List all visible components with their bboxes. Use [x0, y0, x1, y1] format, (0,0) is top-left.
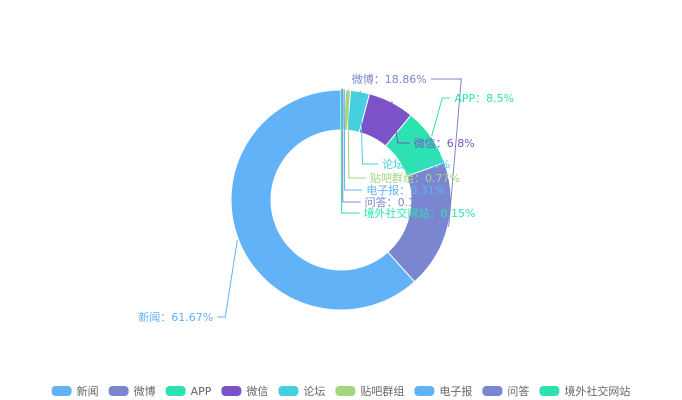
legend[interactable]: 新闻 微博 APP 微信 论坛 贴吧群组 电子报 问答 境外社交网站	[51, 384, 631, 398]
legend-label: 微博	[134, 384, 156, 398]
slice-labels: 新闻：61.67% 微博：18.86% APP：8.5% 微信：6.8% 论坛：2.78…	[138, 72, 514, 324]
legend-label: 贴吧群组	[360, 384, 404, 398]
label-leader-lines	[217, 78, 462, 318]
leader-line-2	[431, 97, 451, 137]
legend-item-0[interactable]: 新闻	[51, 384, 99, 398]
legend-item-2[interactable]: APP	[165, 385, 212, 398]
legend-item-6[interactable]: 电子报	[414, 384, 472, 398]
legend-swatch	[278, 386, 299, 396]
leader-line-7	[342, 89, 361, 203]
slice-0[interactable]	[230, 89, 416, 311]
slice-label-7: 问答：0.16%	[365, 195, 433, 209]
legend-label: APP	[191, 385, 212, 398]
legend-label: 论坛	[303, 384, 325, 398]
slice-label-2: APP：8.5%	[454, 92, 514, 105]
legend-swatch	[165, 386, 186, 396]
leader-line-4	[359, 90, 379, 165]
legend-item-1[interactable]: 微博	[108, 384, 156, 398]
legend-item-8[interactable]: 境外社交网站	[539, 384, 630, 398]
leader-line-0	[217, 239, 238, 318]
legend-item-7[interactable]: 问答	[482, 384, 529, 398]
leader-line-8	[341, 89, 360, 214]
leader-line-5	[347, 89, 367, 179]
legend-item-5[interactable]: 贴吧群组	[335, 384, 404, 398]
slice-label-1: 微博：18.86%	[352, 72, 427, 86]
legend-swatch	[221, 386, 242, 396]
legend-label: 微信	[246, 384, 268, 398]
slice-label-4: 论坛：2.78%	[382, 157, 450, 171]
legend-item-4[interactable]: 论坛	[278, 384, 325, 398]
slice-label-8: 境外社交网站：0.15%	[364, 206, 476, 220]
legend-item-3[interactable]: 微信	[221, 384, 268, 398]
legend-swatch	[482, 386, 503, 396]
donut-slices	[230, 89, 452, 311]
slice-label-0: 新闻：61.67%	[138, 310, 213, 324]
leader-line-1	[430, 78, 462, 227]
legend-swatch	[539, 386, 560, 396]
legend-label: 境外社交网站	[564, 384, 630, 398]
legend-swatch	[335, 386, 356, 396]
legend-label: 新闻	[77, 384, 99, 398]
legend-label: 问答	[507, 384, 529, 398]
slice-label-6: 电子报：0.31%	[366, 183, 445, 197]
legend-label: 电子报	[439, 384, 472, 398]
legend-swatch	[414, 386, 435, 396]
legend-swatch	[51, 386, 72, 396]
leader-line-3	[391, 101, 410, 144]
slice-label-5: 贴吧群组：0.77%	[370, 171, 460, 185]
slice-label-3: 微信：6.8%	[414, 136, 475, 150]
leader-line-6	[343, 89, 363, 191]
legend-swatch	[108, 386, 129, 396]
